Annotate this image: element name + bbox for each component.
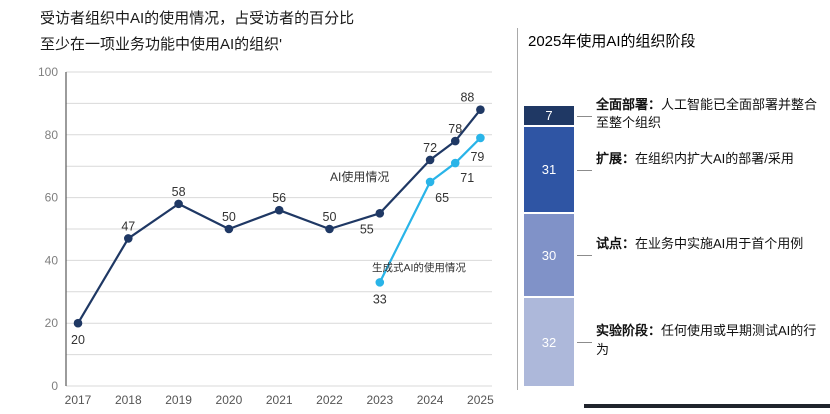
stage-segment-value: 31: [541, 162, 557, 178]
stage-panel-title: 2025年使用AI的组织阶段: [528, 33, 696, 50]
chart-title-line2: 至少在一项业务功能中使用AI的组织': [40, 36, 283, 54]
data-point: [450, 158, 460, 168]
stage-segment-value: 30: [541, 247, 557, 263]
data-point-label: 33: [373, 292, 387, 306]
stage-segment-2: 30: [524, 214, 574, 297]
data-point: [450, 136, 460, 146]
data-point: [174, 199, 183, 209]
legend-connector: [577, 342, 592, 344]
stage-legend-entry-0: 全面部署：人工智能已全面部署并整合至整个组织: [596, 96, 824, 134]
stage-term: 实验阶段：: [596, 323, 662, 339]
stage-term: 全面部署：: [596, 96, 662, 112]
x-tick-label: 2020: [216, 393, 243, 407]
series-line-0: [76, 108, 482, 325]
data-point: [274, 205, 284, 215]
legend-connector: [577, 115, 592, 117]
x-tick-label: 2025: [467, 393, 494, 407]
data-point-label: 79: [470, 150, 484, 164]
stage-term: 扩展：: [596, 150, 636, 166]
y-tick-label: 100: [38, 65, 58, 79]
stage-segment-0: 7: [524, 106, 574, 126]
stage-legend-entry-3: 实验阶段：任何使用或早期测试AI的行为: [596, 322, 824, 360]
series-name-annotation: AI使用情况: [330, 169, 389, 184]
data-point-label: 72: [423, 141, 437, 155]
x-tick-label: 2021: [266, 393, 293, 407]
chart-title: 受访者组织中AI的使用情况，占受访者的百分比 至少在一项业务功能中使用AI的组织…: [40, 6, 354, 59]
line-chart: 0 20 40 60 80 100 2017 2018 2019 2020 2021 2022 2023…: [38, 65, 494, 407]
stage-legend-entry-1: 扩展：在组织内扩大AI的部署/采用: [596, 150, 824, 169]
series-line-1: [378, 136, 482, 284]
data-point: [375, 209, 385, 218]
data-point: [375, 278, 385, 287]
y-tick-label: 0: [51, 379, 58, 393]
y-tick-label: 80: [45, 128, 59, 142]
stage-desc: 人工智能已全面部署并整合至整个组织: [596, 96, 818, 131]
stage-desc: 在业务中实施AI用于首个用例: [635, 236, 804, 252]
legend-connector: [577, 169, 592, 171]
data-point-label: 65: [435, 191, 449, 205]
footer-divider: [584, 404, 830, 408]
chart-title-line1: 受访者组织中AI的使用情况，占受访者的百分比: [40, 10, 355, 27]
x-tick-label: 2022: [316, 393, 343, 407]
stage-segment-value: 7: [545, 108, 553, 124]
series-name-annotation: 生成式AI的使用情况: [372, 261, 466, 274]
stage-legend-entry-2: 试点：在业务中实施AI用于首个用例: [596, 235, 824, 254]
data-point: [425, 177, 435, 187]
data-point-label: 47: [121, 219, 135, 233]
data-point-label: 71: [460, 171, 474, 185]
stage-segment-3: 32: [524, 298, 574, 387]
stage-segment-value: 32: [541, 334, 557, 350]
stage-segment-1: 31: [524, 127, 574, 213]
x-tick-label: 2023: [366, 393, 393, 407]
x-tick-label: 2017: [65, 393, 92, 407]
data-point: [425, 155, 435, 165]
y-tick-label: 60: [45, 191, 59, 205]
data-point-label: 50: [222, 210, 236, 224]
data-point: [325, 224, 334, 234]
data-point-label: 20: [71, 333, 85, 347]
legend-connector: [577, 255, 592, 257]
data-point-label: 50: [323, 210, 337, 224]
stage-stacked-bar: 7 31 30 32: [524, 106, 574, 387]
data-point: [124, 234, 133, 243]
x-tick-label: 2024: [417, 393, 444, 407]
data-point-label: 88: [460, 91, 474, 105]
data-point: [224, 224, 234, 234]
data-point-label: 78: [448, 122, 462, 136]
data-point-label: 58: [172, 185, 186, 199]
data-point-label: 56: [272, 191, 286, 205]
stage-term: 试点：: [596, 236, 636, 252]
panel-divider: [517, 28, 518, 390]
x-tick-label: 2018: [115, 393, 142, 407]
data-point: [73, 318, 83, 328]
data-point: [476, 105, 485, 114]
stage-desc: 在组织内扩大AI的部署/采用: [635, 150, 794, 166]
stage-desc: 任何使用或早期测试AI的行为: [596, 323, 817, 357]
y-tick-label: 40: [45, 253, 59, 267]
y-tick-label: 20: [45, 316, 59, 330]
data-point: [476, 133, 485, 143]
data-point-label: 55: [360, 222, 374, 236]
x-tick-label: 2019: [165, 393, 192, 407]
